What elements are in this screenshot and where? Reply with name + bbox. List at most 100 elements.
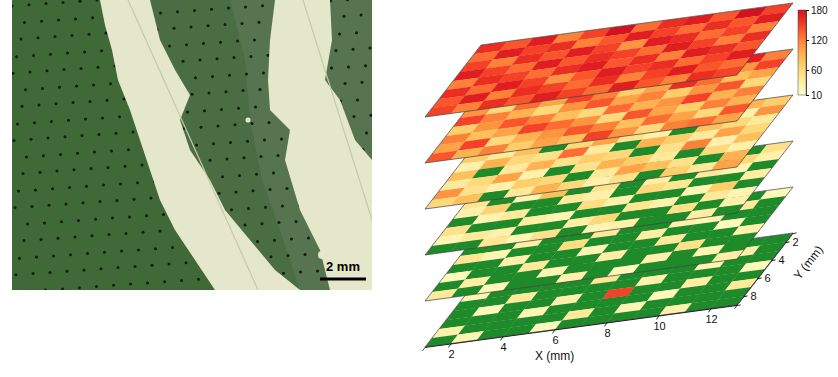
- leaf-dot: [361, 81, 364, 84]
- leaf-dot: [227, 7, 230, 10]
- color-tick: 120: [806, 35, 828, 46]
- leaf-dot: [76, 152, 79, 155]
- y-tick: 2: [779, 234, 810, 251]
- x-tick: 2: [437, 341, 470, 363]
- leaf-dot: [91, 16, 94, 19]
- y-tick-mark: [786, 241, 790, 243]
- map-cells: [425, 95, 793, 209]
- leaf-dot: [281, 205, 284, 208]
- leaf-dot: [64, 135, 67, 138]
- leaf-dot: [116, 199, 119, 202]
- leaf-dot: [159, 11, 162, 14]
- leaf-dot: [344, 82, 347, 85]
- leaf-dot: [83, 269, 86, 272]
- x-tick: 4: [489, 334, 522, 356]
- x-tick-mark: [448, 343, 451, 347]
- leaf-dot: [84, 118, 87, 121]
- leaf-dot: [132, 131, 135, 134]
- leaf-dot: [209, 159, 212, 162]
- leaf-dot: [190, 26, 193, 29]
- leaf-dot: [61, 287, 64, 290]
- leaf-dot: [99, 200, 102, 203]
- leaf-dot: [290, 238, 293, 241]
- x-tick: 12: [694, 306, 733, 329]
- color-tick-label: 60: [811, 65, 823, 76]
- leaf-dot: [100, 49, 103, 52]
- scale-bar: [320, 278, 366, 281]
- leaf-dot: [264, 206, 267, 209]
- map-layer: [425, 49, 794, 163]
- leaf-dot: [82, 201, 85, 204]
- leaf-dot: [282, 272, 285, 275]
- leaf-dot: [355, 31, 358, 34]
- leaf-dot: [238, 174, 241, 177]
- leaf-dot: [186, 110, 189, 113]
- leaf-dot: [233, 56, 236, 59]
- leaf-dot: [110, 149, 113, 152]
- leaf-dot: [258, 21, 261, 24]
- y-tick-label: 6: [765, 272, 771, 284]
- leaf-dot: [86, 252, 89, 255]
- leaf-dot: [37, 36, 40, 39]
- leaf-dot: [151, 264, 154, 267]
- leaf-dot: [185, 261, 188, 264]
- leaf-dot: [123, 98, 126, 101]
- leaf-dot: [286, 187, 289, 190]
- leaf-dot: [77, 219, 80, 222]
- leaf-dot: [14, 206, 17, 209]
- leaf-dot: [229, 141, 232, 144]
- leaf-dot: [168, 263, 171, 266]
- color-tick-mark: [806, 10, 809, 11]
- y-tick-mark: [772, 259, 776, 261]
- leaf-pale-stripe: [268, 0, 372, 290]
- leaf-dot: [241, 22, 244, 25]
- leaf-dot: [73, 168, 76, 171]
- leaf-dot: [304, 253, 307, 256]
- leaf-dot: [268, 121, 271, 124]
- leaf-dot: [235, 191, 238, 194]
- leaf-dot: [83, 50, 86, 53]
- leaf-dot: [203, 109, 206, 112]
- leaf-photo: [12, 0, 372, 290]
- x-tick: 10: [642, 313, 681, 336]
- leaf-dot: [100, 267, 103, 270]
- leaf-pale-spot: [298, 173, 302, 177]
- color-tick-label: 180: [811, 5, 828, 16]
- y-tick-mark: [744, 295, 748, 297]
- leaf-dot: [20, 38, 23, 41]
- leaf-dot: [255, 173, 258, 176]
- color-tick: 10: [806, 90, 823, 101]
- leaf-dot: [343, 15, 346, 18]
- leaf-dot: [162, 213, 165, 216]
- leaf-dot: [280, 137, 283, 140]
- map-cells: [425, 141, 793, 255]
- leaf-dot: [251, 122, 254, 125]
- leaf-dot: [129, 283, 132, 286]
- y-tick: 8: [737, 288, 768, 305]
- map-layer: [425, 141, 794, 255]
- leaf-dot: [89, 100, 92, 103]
- leaf-dot: [49, 53, 52, 56]
- map-cells: [425, 233, 793, 347]
- leaf-dot: [16, 122, 19, 125]
- x-tick-mark: [604, 322, 607, 326]
- leaf-pale-spot: [195, 181, 205, 193]
- leaf-dot: [159, 230, 162, 233]
- x-tick-mark: [708, 308, 711, 312]
- x-tick: 6: [541, 327, 574, 349]
- leaf-dot: [212, 142, 215, 145]
- leaf-dot: [67, 119, 70, 122]
- leaf-dot: [338, 32, 341, 35]
- leaf-dot: [32, 272, 35, 275]
- color-tick: 60: [806, 65, 823, 76]
- leaf-dot: [44, 289, 47, 290]
- leaf-dot: [93, 151, 96, 154]
- leaf-dot: [211, 75, 214, 78]
- leaf-dot: [207, 24, 210, 27]
- leaf-dot: [81, 134, 84, 137]
- leaf-dot: [137, 248, 140, 251]
- leaf-dot: [43, 221, 46, 224]
- leaf-dot: [52, 254, 55, 257]
- leaf-dot: [262, 71, 265, 74]
- leaf-dot: [98, 133, 101, 136]
